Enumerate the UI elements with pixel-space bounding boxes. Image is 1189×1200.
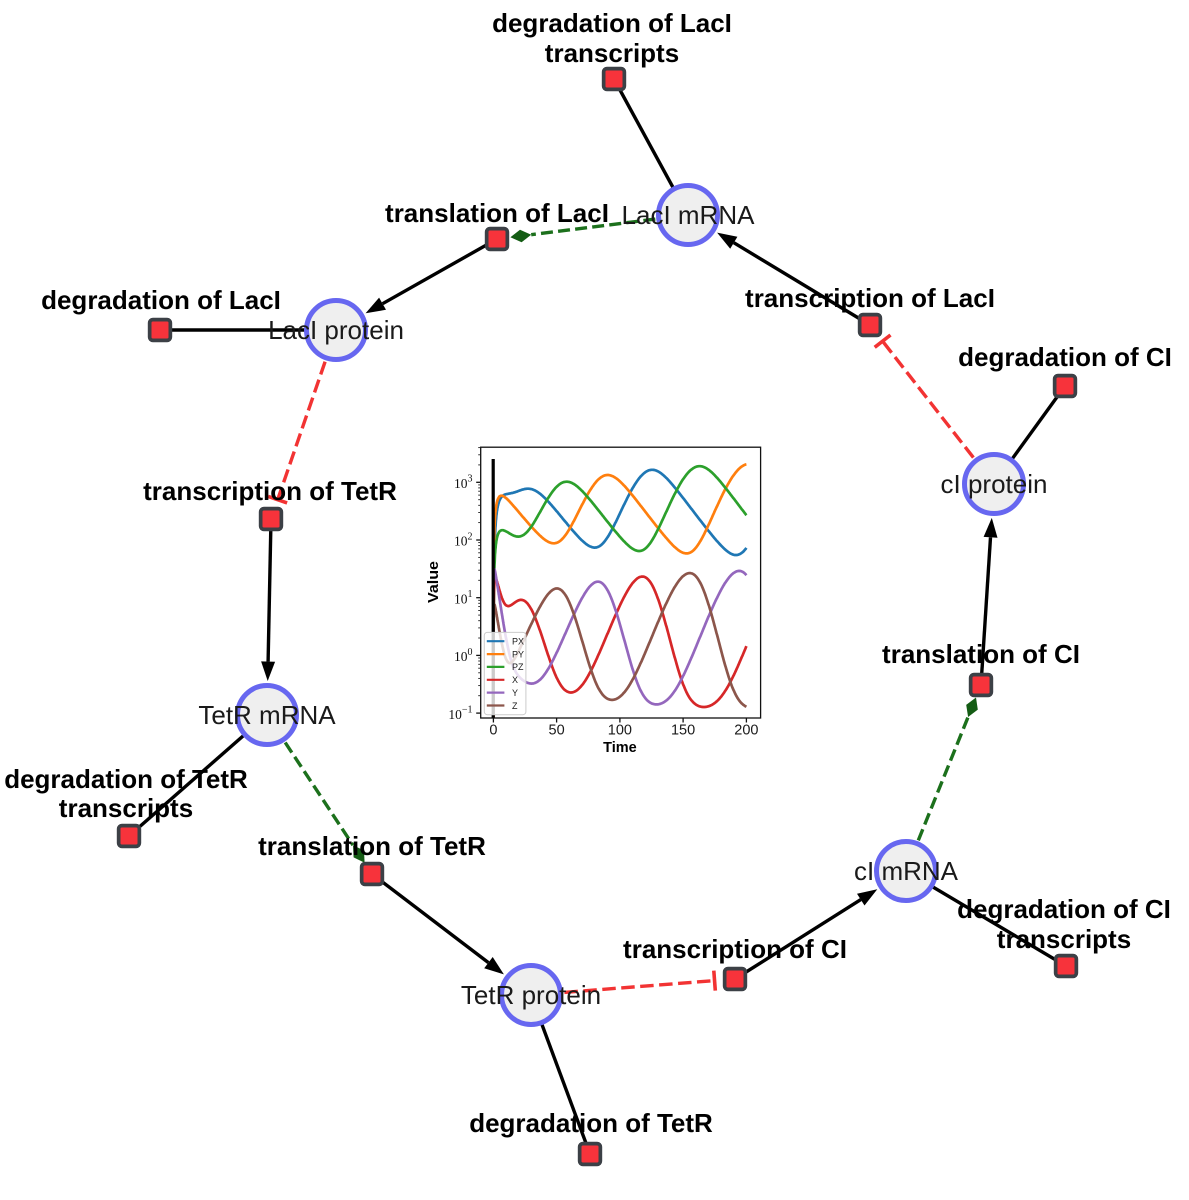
svg-text:Y: Y	[512, 688, 518, 698]
svg-text:LacI protein: LacI protein	[268, 315, 404, 345]
svg-text:PZ: PZ	[512, 662, 524, 672]
svg-text:translation of LacI: translation of LacI	[385, 198, 609, 228]
svg-text:transcription of CI: transcription of CI	[623, 934, 847, 964]
svg-text:PX: PX	[512, 637, 524, 647]
svg-text:translation of TetR: translation of TetR	[258, 831, 486, 861]
svg-text:TetR mRNA: TetR mRNA	[198, 700, 336, 730]
svg-text:cI mRNA: cI mRNA	[854, 856, 959, 886]
svg-text:Value: Value	[426, 561, 442, 603]
svg-text:150: 150	[671, 723, 695, 739]
svg-text:PY: PY	[512, 649, 524, 659]
svg-text:degradation of TetR: degradation of TetR	[4, 764, 248, 794]
svg-text:50: 50	[549, 723, 565, 739]
svg-text:transcripts: transcripts	[997, 924, 1131, 954]
svg-text:200: 200	[734, 723, 758, 739]
svg-text:transcripts: transcripts	[59, 793, 193, 823]
svg-text:degradation of LacI: degradation of LacI	[492, 8, 732, 38]
svg-text:Z: Z	[512, 701, 518, 711]
svg-text:TetR protein: TetR protein	[461, 980, 601, 1010]
svg-text:cI protein: cI protein	[941, 469, 1048, 499]
svg-text:X: X	[512, 675, 518, 685]
svg-text:0: 0	[489, 723, 497, 739]
svg-text:transcripts: transcripts	[545, 38, 679, 68]
svg-text:transcription of TetR: transcription of TetR	[143, 476, 397, 506]
svg-text:degradation of CI: degradation of CI	[958, 342, 1172, 372]
svg-text:LacI mRNA: LacI mRNA	[622, 200, 756, 230]
svg-text:degradation of CI: degradation of CI	[957, 894, 1171, 924]
svg-text:degradation of LacI: degradation of LacI	[41, 285, 281, 315]
svg-text:transcription of LacI: transcription of LacI	[745, 283, 995, 313]
svg-text:Time: Time	[603, 740, 637, 756]
svg-text:degradation of TetR: degradation of TetR	[469, 1108, 713, 1138]
svg-text:100: 100	[608, 723, 632, 739]
svg-text:translation of CI: translation of CI	[882, 639, 1080, 669]
